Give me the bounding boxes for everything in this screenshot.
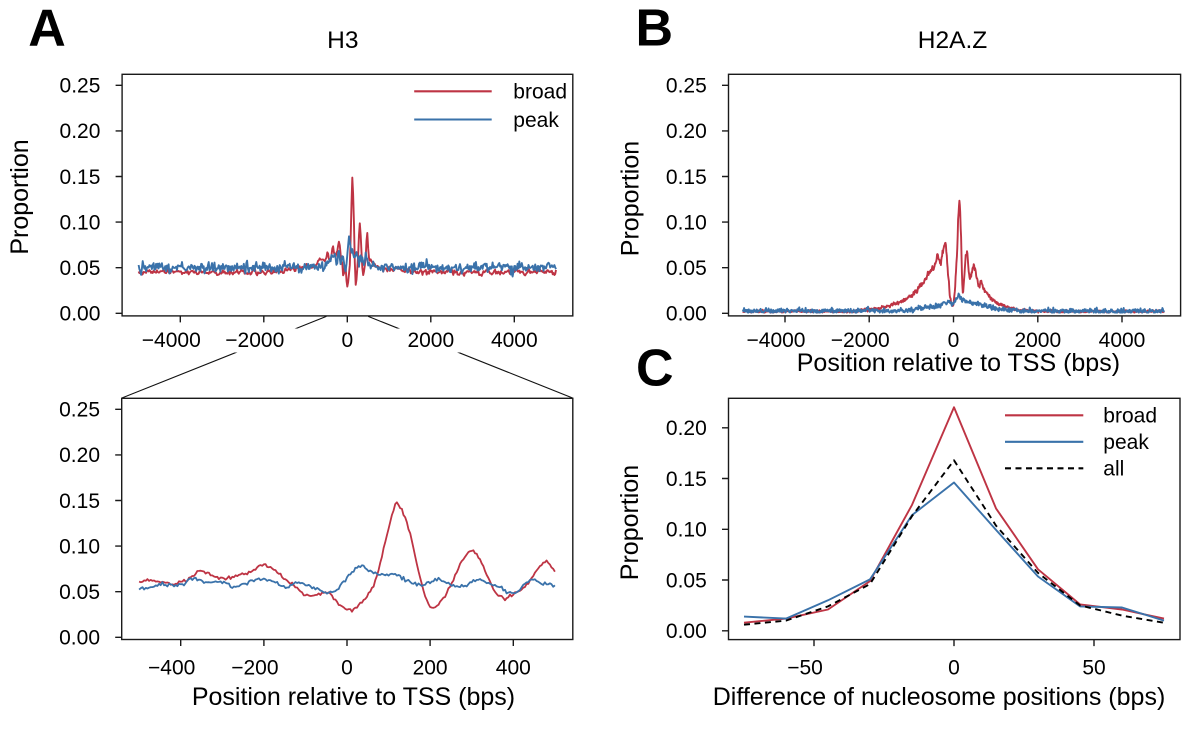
- svg-text:0.20: 0.20: [60, 120, 101, 143]
- svg-text:0.05: 0.05: [666, 257, 707, 280]
- svg-text:0.15: 0.15: [666, 166, 707, 189]
- svg-text:broad: broad: [1103, 405, 1157, 428]
- svg-text:−4000: −4000: [142, 329, 201, 352]
- svg-text:−400: −400: [148, 656, 195, 679]
- svg-text:C: C: [636, 339, 674, 397]
- svg-text:broad: broad: [513, 81, 567, 104]
- svg-text:Proportion: Proportion: [616, 465, 644, 580]
- svg-text:0.20: 0.20: [59, 444, 100, 467]
- svg-text:−2000: −2000: [831, 329, 890, 352]
- svg-text:0.05: 0.05: [60, 257, 101, 280]
- svg-text:0.00: 0.00: [666, 303, 707, 326]
- svg-text:H2A.Z: H2A.Z: [918, 27, 987, 54]
- svg-text:0.25: 0.25: [59, 399, 100, 422]
- svg-text:peak: peak: [1103, 431, 1149, 454]
- svg-text:−50: −50: [787, 656, 823, 679]
- svg-text:0: 0: [948, 329, 960, 352]
- svg-text:0.10: 0.10: [666, 519, 707, 542]
- svg-text:−2000: −2000: [225, 329, 284, 352]
- svg-text:peak: peak: [513, 109, 559, 132]
- svg-text:0.05: 0.05: [666, 569, 707, 592]
- svg-text:Difference of nucleosome posit: Difference of nucleosome positions (bps): [713, 683, 1166, 711]
- svg-text:0.15: 0.15: [60, 166, 101, 189]
- svg-text:−4000: −4000: [747, 329, 806, 352]
- svg-text:−200: −200: [231, 656, 278, 679]
- svg-text:0.00: 0.00: [666, 620, 707, 643]
- svg-text:0.10: 0.10: [59, 535, 100, 558]
- svg-text:4000: 4000: [1099, 329, 1146, 352]
- svg-text:0.10: 0.10: [60, 211, 101, 234]
- svg-text:2000: 2000: [407, 329, 454, 352]
- svg-text:0.10: 0.10: [666, 211, 707, 234]
- svg-text:Position relative to TSS (bps): Position relative to TSS (bps): [797, 349, 1120, 377]
- svg-text:0.25: 0.25: [60, 75, 101, 98]
- svg-text:0.15: 0.15: [666, 468, 707, 491]
- svg-text:50: 50: [1082, 656, 1105, 679]
- svg-text:0.15: 0.15: [59, 490, 100, 513]
- svg-text:0.20: 0.20: [666, 417, 707, 440]
- svg-text:0.00: 0.00: [59, 627, 100, 650]
- svg-text:Proportion: Proportion: [617, 141, 645, 256]
- svg-text:0: 0: [948, 656, 960, 679]
- svg-text:Proportion: Proportion: [6, 139, 34, 254]
- svg-text:Position relative to TSS (bps): Position relative to TSS (bps): [192, 683, 515, 711]
- svg-text:A: A: [28, 0, 66, 57]
- svg-text:0.25: 0.25: [666, 75, 707, 98]
- svg-text:0: 0: [341, 329, 353, 352]
- svg-text:H3: H3: [327, 27, 358, 54]
- svg-text:400: 400: [496, 656, 531, 679]
- svg-text:2000: 2000: [1014, 329, 1061, 352]
- svg-text:4000: 4000: [491, 329, 538, 352]
- svg-text:200: 200: [413, 656, 448, 679]
- svg-text:0: 0: [341, 656, 353, 679]
- svg-text:all: all: [1103, 458, 1124, 481]
- svg-text:B: B: [636, 0, 674, 57]
- svg-text:0.20: 0.20: [666, 120, 707, 143]
- svg-text:0.00: 0.00: [60, 303, 101, 326]
- svg-text:0.05: 0.05: [59, 581, 100, 604]
